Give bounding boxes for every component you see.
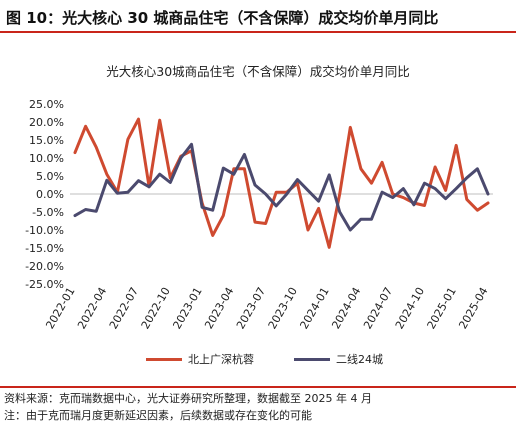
chart-legend: 北上广深杭蓉 二线24城 <box>0 351 516 367</box>
figure-title: 图 10：光大核心 30 城商品住宅（不含保障）成交均价单月同比 <box>6 9 439 27</box>
legend-label-series-2: 二线24城 <box>336 353 383 366</box>
y-tick-label: -10.0% <box>25 224 64 237</box>
legend-swatch-series-2 <box>294 357 330 361</box>
y-tick-label: -5.0% <box>32 206 64 219</box>
y-tick-label: 25.0% <box>29 98 64 111</box>
line-chart: -25.0% -20.0% -15.0% -10.0% -5.0% 0.0% 5.0% 10.… <box>25 98 493 331</box>
legend-item-series-1: 北上广深杭蓉 <box>146 351 254 367</box>
y-tick-label: 0.0% <box>36 188 64 201</box>
chart-title: 光大核心30城商品住宅（不含保障）成交均价单月同比 <box>106 64 410 79</box>
footnote: 注：由于克而瑞月度更新延迟因素，后续数据或存在变化的可能 <box>4 409 312 422</box>
x-tick-label: 2023-01 <box>170 285 204 331</box>
y-tick-label: -20.0% <box>25 260 64 273</box>
x-tick-label: 2023-04 <box>202 285 236 331</box>
x-tick-label: 2024-07 <box>361 285 395 331</box>
source-note: 资料来源：克而瑞数据中心，光大证券研究所整理，数据截至 2025 年 4 月 <box>4 392 372 405</box>
legend-item-series-2: 二线24城 <box>294 351 383 367</box>
x-tick-label: 2022-01 <box>43 285 77 331</box>
y-tick-label: 10.0% <box>29 152 64 165</box>
x-tick-label: 2022-07 <box>107 285 141 331</box>
x-tick-label: 2023-10 <box>266 285 300 331</box>
footer-divider <box>0 386 516 388</box>
y-tick-label: -25.0% <box>25 278 64 291</box>
series-line-2 <box>73 142 490 232</box>
series-line-1 <box>73 117 490 249</box>
y-tick-label: 15.0% <box>29 134 64 147</box>
x-tick-label: 2025-01 <box>425 285 459 331</box>
legend-swatch-series-1 <box>146 357 182 361</box>
y-tick-label: 20.0% <box>29 116 64 129</box>
x-tick-label: 2024-04 <box>329 285 363 331</box>
y-tick-label: -15.0% <box>25 242 64 255</box>
x-tick-label: 2022-04 <box>75 285 109 331</box>
x-tick-label: 2022-10 <box>139 285 173 331</box>
x-tick-label: 2024-01 <box>298 285 332 331</box>
title-divider <box>0 31 516 33</box>
legend-label-series-1: 北上广深杭蓉 <box>188 353 254 366</box>
x-tick-label: 2023-07 <box>234 285 268 331</box>
x-tick-label: 2024-10 <box>393 285 427 331</box>
y-tick-label: 5.0% <box>36 170 64 183</box>
x-tick-label: 2025-04 <box>456 285 490 331</box>
